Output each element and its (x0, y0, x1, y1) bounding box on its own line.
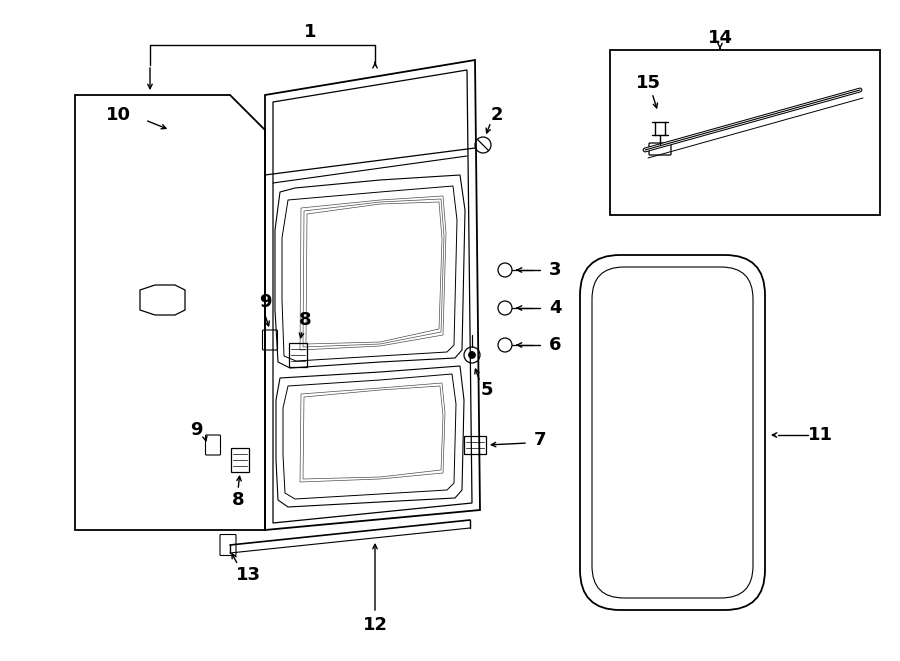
Text: 15: 15 (635, 74, 661, 92)
Text: 5: 5 (481, 381, 493, 399)
Text: 9: 9 (190, 421, 203, 439)
Text: 9: 9 (259, 293, 271, 311)
Circle shape (469, 352, 475, 358)
Text: 10: 10 (105, 106, 130, 124)
Text: 11: 11 (807, 426, 833, 444)
Text: 12: 12 (363, 616, 388, 634)
Text: 7: 7 (534, 431, 546, 449)
Text: 14: 14 (707, 29, 733, 47)
Text: 8: 8 (231, 491, 244, 509)
Text: 4: 4 (549, 299, 562, 317)
Text: 6: 6 (549, 336, 562, 354)
Text: 8: 8 (299, 311, 311, 329)
Text: 3: 3 (549, 261, 562, 279)
FancyBboxPatch shape (649, 143, 671, 155)
Text: 1: 1 (304, 23, 316, 41)
Text: 2: 2 (491, 106, 503, 124)
Bar (610, 50, 880, 215)
Text: 13: 13 (236, 566, 260, 584)
